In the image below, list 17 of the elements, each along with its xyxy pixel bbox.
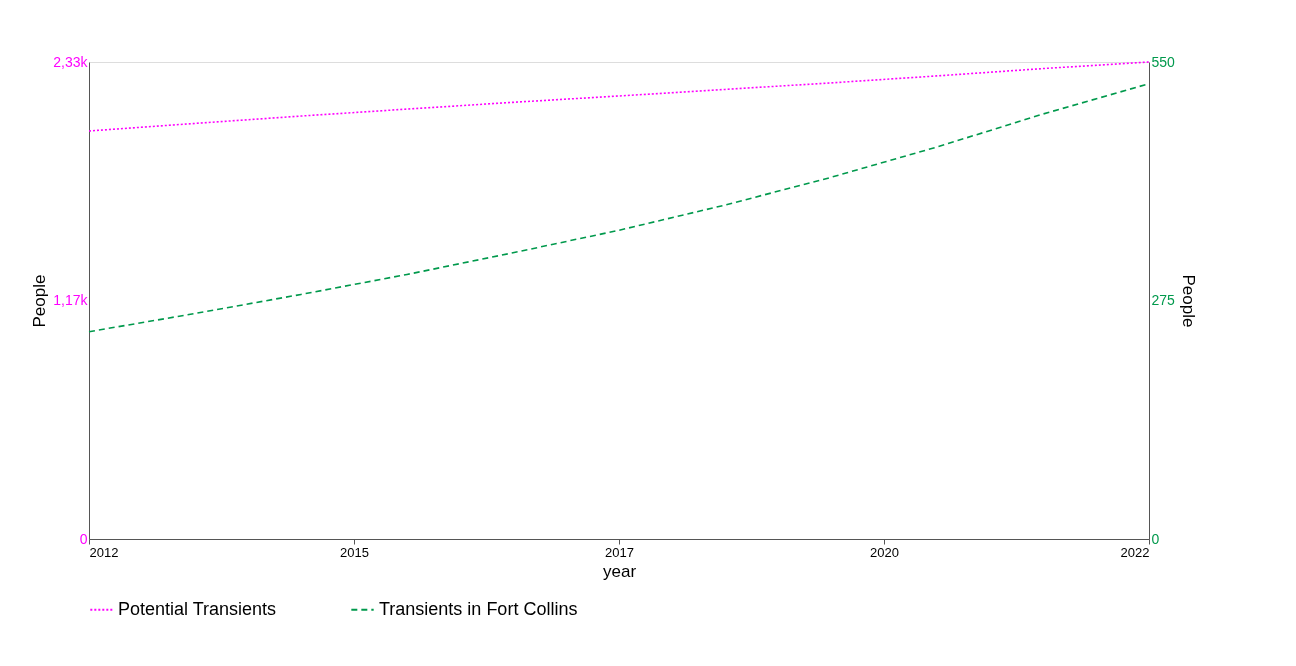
y-tick-label: 0 xyxy=(79,530,88,547)
legend-label: Potential Transients xyxy=(118,598,277,619)
y2-tick-label: 550 xyxy=(1151,53,1176,70)
x-tick-label: 2017 xyxy=(605,544,634,560)
y2-tick-label: 275 xyxy=(1151,292,1176,308)
line-series xyxy=(88,61,1150,132)
x-tick-label: 2012 xyxy=(89,544,119,560)
y-tick-label: 1,17k xyxy=(53,292,89,308)
legend-label: Transients in Fort Collins xyxy=(379,598,578,619)
x-tick-label: 2020 xyxy=(870,544,899,560)
x-axis-title: year xyxy=(602,561,637,581)
y-axis-title: People xyxy=(30,274,50,328)
x-tick-label: 2022 xyxy=(1120,544,1150,560)
y2-tick-label: 0 xyxy=(1151,530,1160,547)
x-tick-label: 2015 xyxy=(340,544,369,560)
y-tick-label: 2,33k xyxy=(53,53,89,70)
y2-axis-title: People xyxy=(1178,274,1198,328)
